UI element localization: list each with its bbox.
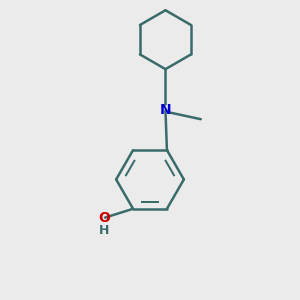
Text: O: O: [99, 211, 110, 225]
Text: H: H: [99, 224, 110, 237]
Text: N: N: [160, 103, 171, 117]
